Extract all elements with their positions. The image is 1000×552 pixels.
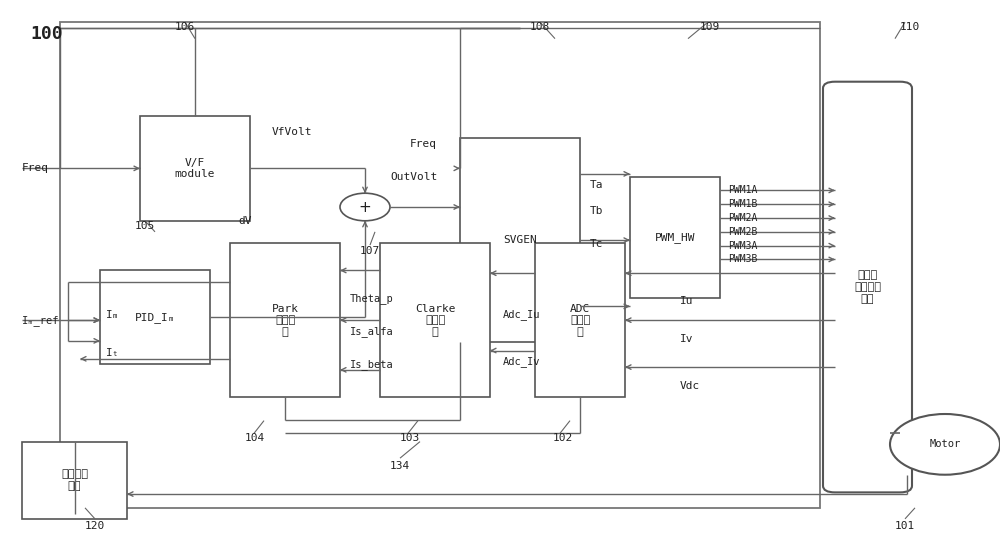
Text: Is_alfa: Is_alfa <box>350 326 394 337</box>
Text: Iv: Iv <box>680 335 694 344</box>
Text: PWM3B: PWM3B <box>728 254 757 264</box>
Text: 100: 100 <box>30 25 63 43</box>
Text: Freq: Freq <box>22 163 49 173</box>
Text: Adc_Iv: Adc_Iv <box>503 356 540 367</box>
Text: 101: 101 <box>895 521 915 531</box>
Text: Iₘ: Iₘ <box>106 310 120 320</box>
FancyBboxPatch shape <box>823 82 912 492</box>
Text: Tc: Tc <box>590 239 604 249</box>
Text: PWM1B: PWM1B <box>728 199 757 209</box>
FancyBboxPatch shape <box>140 116 250 221</box>
FancyBboxPatch shape <box>230 243 340 397</box>
FancyBboxPatch shape <box>535 243 625 397</box>
Text: 102: 102 <box>553 433 573 443</box>
Text: ADC
采样模
块: ADC 采样模 块 <box>570 304 590 337</box>
Text: Theta_p: Theta_p <box>350 293 394 304</box>
Text: 106: 106 <box>175 22 195 32</box>
Text: PWM2A: PWM2A <box>728 213 757 223</box>
FancyBboxPatch shape <box>22 442 127 519</box>
FancyBboxPatch shape <box>380 243 490 397</box>
Text: V/F
module: V/F module <box>175 157 215 179</box>
Circle shape <box>340 193 390 221</box>
Text: Iₘ_ref: Iₘ_ref <box>22 315 60 326</box>
FancyBboxPatch shape <box>60 22 820 508</box>
Text: 104: 104 <box>245 433 265 443</box>
Text: Vdc: Vdc <box>680 381 700 391</box>
Text: PWM3A: PWM3A <box>728 241 757 251</box>
Text: Adc_Iu: Adc_Iu <box>503 309 540 320</box>
Text: 134: 134 <box>390 461 410 471</box>
Text: PID_Iₘ: PID_Iₘ <box>135 312 175 323</box>
Text: Tb: Tb <box>590 206 604 216</box>
Text: 105: 105 <box>135 221 155 231</box>
Text: 109: 109 <box>700 22 720 32</box>
FancyBboxPatch shape <box>460 138 580 342</box>
Text: 频率调节
装置: 频率调节 装置 <box>61 469 88 491</box>
Text: Park
变换单
元: Park 变换单 元 <box>272 304 299 337</box>
Text: 103: 103 <box>400 433 420 443</box>
FancyBboxPatch shape <box>630 177 720 298</box>
Text: Iu: Iu <box>680 296 694 306</box>
Text: Clarke
变换单
元: Clarke 变换单 元 <box>415 304 455 337</box>
Text: PWM1A: PWM1A <box>728 185 757 195</box>
Text: PWM_HW: PWM_HW <box>655 232 695 243</box>
Text: 108: 108 <box>530 22 550 32</box>
Text: Is_beta: Is_beta <box>350 359 394 370</box>
Text: Motor: Motor <box>929 439 961 449</box>
Text: PWM2B: PWM2B <box>728 227 757 237</box>
Text: 120: 120 <box>85 521 105 531</box>
Text: 110: 110 <box>900 22 920 32</box>
FancyBboxPatch shape <box>100 270 210 364</box>
Text: 107: 107 <box>360 246 380 256</box>
Text: +: + <box>359 199 371 215</box>
Circle shape <box>890 414 1000 475</box>
Text: Freq: Freq <box>410 139 437 148</box>
Text: Iₜ: Iₜ <box>106 348 120 358</box>
Text: 变频器
电机驱动
装置: 变频器 电机驱动 装置 <box>854 270 881 304</box>
Text: dV: dV <box>238 216 252 226</box>
Text: VfVolt: VfVolt <box>272 128 312 137</box>
Text: SVGEN: SVGEN <box>503 235 537 245</box>
Text: OutVolt: OutVolt <box>390 172 437 182</box>
Text: Ta: Ta <box>590 180 604 190</box>
